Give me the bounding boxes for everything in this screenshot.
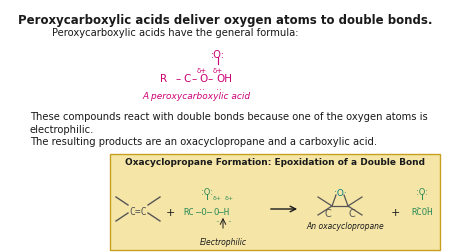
Text: An oxacyclopropane: An oxacyclopropane <box>306 221 384 230</box>
Text: O: O <box>199 74 207 84</box>
Text: ..: .. <box>199 83 205 92</box>
Text: :O:: :O: <box>201 187 213 196</box>
Text: +: + <box>165 207 175 217</box>
Text: Oxacyclopropane Formation: Epoxidation of a Double Bond: Oxacyclopropane Formation: Epoxidation o… <box>125 158 425 166</box>
Text: –O–: –O– <box>196 207 212 216</box>
Text: C: C <box>324 208 331 218</box>
Text: δ+: δ+ <box>212 195 221 200</box>
Text: –: – <box>208 74 213 84</box>
Text: ..: .. <box>425 200 429 209</box>
Text: O–H: O–H <box>214 207 230 216</box>
Text: These compounds react with double bonds because one of the oxygen atoms is
elect: These compounds react with double bonds … <box>30 112 428 135</box>
Text: R: R <box>160 74 167 84</box>
Bar <box>110 154 440 250</box>
Text: Electrophilic: Electrophilic <box>199 237 247 246</box>
Text: C: C <box>349 208 356 218</box>
Text: ..: .. <box>414 200 419 209</box>
Text: Peroxycarboxylic acids have the general formula:: Peroxycarboxylic acids have the general … <box>52 28 298 38</box>
Text: RCOH: RCOH <box>411 207 433 216</box>
Text: :O·: :O· <box>333 188 346 197</box>
Text: :O:: :O: <box>416 187 428 196</box>
Text: δ+: δ+ <box>197 68 207 74</box>
Text: δ+: δ+ <box>213 68 223 74</box>
Text: RC: RC <box>183 207 194 216</box>
Text: Peroxycarboxylic acids deliver oxygen atoms to double bonds.: Peroxycarboxylic acids deliver oxygen at… <box>18 14 432 27</box>
Text: ..: .. <box>216 83 222 92</box>
Text: ..: .. <box>227 214 231 223</box>
Text: OH: OH <box>216 74 232 84</box>
Text: –: – <box>191 74 196 84</box>
Text: C: C <box>183 74 190 84</box>
Text: The resulting products are an oxacyclopropane and a carboxylic acid.: The resulting products are an oxacyclopr… <box>30 137 377 146</box>
Text: –: – <box>175 74 180 84</box>
Text: :O:: :O: <box>211 50 225 60</box>
Text: +: + <box>390 207 400 217</box>
Text: ..: .. <box>215 214 220 223</box>
Text: C=C: C=C <box>129 206 147 216</box>
Text: δ+: δ+ <box>225 195 234 200</box>
Text: A peroxycarboxylic acid: A peroxycarboxylic acid <box>143 92 251 101</box>
